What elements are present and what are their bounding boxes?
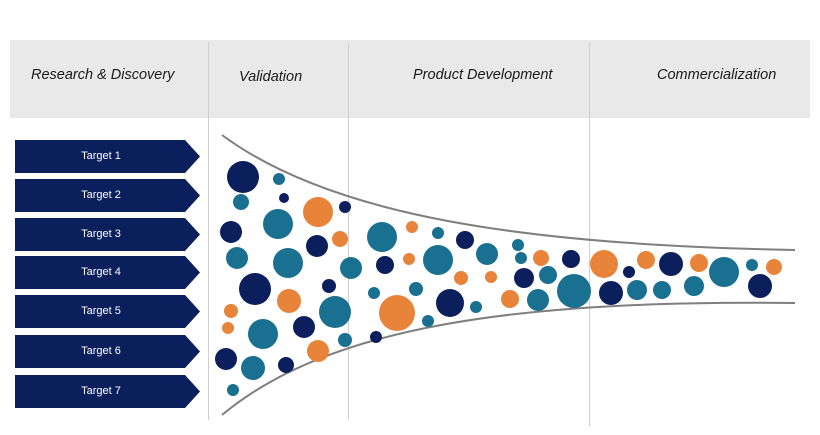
candidate-bubble-orange bbox=[303, 197, 333, 227]
candidate-bubble-teal bbox=[432, 227, 444, 239]
arrow-shape bbox=[15, 335, 200, 368]
candidate-bubble-navy bbox=[239, 273, 271, 305]
phase-header-bar bbox=[10, 40, 810, 118]
target-label: Target 5 bbox=[81, 305, 121, 317]
phase-product-development: Product Development bbox=[413, 67, 553, 83]
candidate-bubble-teal bbox=[653, 281, 671, 299]
phase-commercialization: Commercialization bbox=[657, 67, 777, 83]
phase-divider bbox=[208, 42, 209, 420]
funnel-top-curve bbox=[221, 134, 796, 251]
candidate-bubble-teal bbox=[226, 247, 248, 269]
candidate-bubble-teal bbox=[527, 289, 549, 311]
arrow-shape bbox=[15, 375, 200, 408]
candidate-bubble-navy bbox=[514, 268, 534, 288]
phase-research-discovery: Research & Discovery bbox=[31, 67, 175, 83]
candidate-bubble-navy bbox=[339, 201, 351, 213]
candidate-bubble-orange bbox=[454, 271, 468, 285]
candidate-bubble-orange bbox=[406, 221, 418, 233]
candidate-bubble-teal bbox=[233, 194, 249, 210]
candidate-bubble-orange bbox=[379, 295, 415, 331]
candidate-bubble-teal bbox=[684, 276, 704, 296]
candidate-bubble-orange bbox=[590, 250, 618, 278]
target-arrow-4: Target 4 bbox=[15, 256, 200, 289]
candidate-bubble-orange bbox=[690, 254, 708, 272]
candidate-bubble-teal bbox=[709, 257, 739, 287]
target-label: Target 3 bbox=[81, 228, 121, 240]
candidate-bubble-navy bbox=[220, 221, 242, 243]
target-arrow-2: Target 2 bbox=[15, 179, 200, 212]
target-arrow-5: Target 5 bbox=[15, 295, 200, 328]
candidate-bubble-teal bbox=[248, 319, 278, 349]
candidate-bubble-navy bbox=[562, 250, 580, 268]
candidate-bubble-orange bbox=[637, 251, 655, 269]
candidate-bubble-teal bbox=[340, 257, 362, 279]
candidate-bubble-orange bbox=[224, 304, 238, 318]
candidate-bubble-teal bbox=[627, 280, 647, 300]
candidate-bubble-orange bbox=[277, 289, 301, 313]
phase-validation: Validation bbox=[239, 69, 303, 85]
target-label: Target 6 bbox=[81, 345, 121, 357]
arrow-shape bbox=[15, 179, 200, 212]
candidate-bubble-teal bbox=[367, 222, 397, 252]
candidate-bubble-navy bbox=[293, 316, 315, 338]
candidate-bubble-orange bbox=[403, 253, 415, 265]
candidate-bubble-navy bbox=[278, 357, 294, 373]
candidate-bubbles bbox=[215, 161, 782, 396]
candidate-bubble-teal bbox=[368, 287, 380, 299]
candidate-bubble-teal bbox=[746, 259, 758, 271]
candidate-bubble-navy bbox=[279, 193, 289, 203]
candidate-bubble-orange bbox=[501, 290, 519, 308]
candidate-bubble-teal bbox=[539, 266, 557, 284]
candidate-bubble-teal bbox=[273, 173, 285, 185]
candidate-bubble-teal bbox=[470, 301, 482, 313]
target-arrow-3: Target 3 bbox=[15, 218, 200, 251]
candidate-bubble-orange bbox=[485, 271, 497, 283]
candidate-bubble-teal bbox=[557, 274, 591, 308]
target-arrow-6: Target 6 bbox=[15, 335, 200, 368]
candidate-bubble-navy bbox=[599, 281, 623, 305]
candidate-bubble-navy bbox=[376, 256, 394, 274]
candidate-bubble-teal bbox=[515, 252, 527, 264]
candidate-bubble-navy bbox=[322, 279, 336, 293]
candidate-bubble-navy bbox=[306, 235, 328, 257]
candidate-bubble-teal bbox=[422, 315, 434, 327]
candidate-bubble-orange bbox=[766, 259, 782, 275]
arrow-shape bbox=[15, 140, 200, 173]
candidate-bubble-teal bbox=[423, 245, 453, 275]
candidate-bubble-orange bbox=[222, 322, 234, 334]
candidate-bubble-teal bbox=[273, 248, 303, 278]
candidate-bubble-orange bbox=[307, 340, 329, 362]
target-label: Target 7 bbox=[81, 385, 121, 397]
candidate-bubble-orange bbox=[533, 250, 549, 266]
candidate-bubble-navy bbox=[215, 348, 237, 370]
arrow-shape bbox=[15, 256, 200, 289]
candidate-bubble-orange bbox=[332, 231, 348, 247]
candidate-bubble-teal bbox=[227, 384, 239, 396]
candidate-bubble-navy bbox=[623, 266, 635, 278]
arrow-shape bbox=[15, 218, 200, 251]
candidate-bubble-teal bbox=[512, 239, 524, 251]
candidate-bubble-navy bbox=[370, 331, 382, 343]
target-label: Target 1 bbox=[81, 150, 121, 162]
target-label: Target 4 bbox=[81, 266, 121, 278]
candidate-bubble-teal bbox=[409, 282, 423, 296]
candidate-bubble-teal bbox=[241, 356, 265, 380]
target-arrow-1: Target 1 bbox=[15, 140, 200, 173]
arrow-shape bbox=[15, 295, 200, 328]
candidate-bubble-teal bbox=[263, 209, 293, 239]
candidate-bubble-teal bbox=[319, 296, 351, 328]
candidate-bubble-teal bbox=[338, 333, 352, 347]
candidate-bubble-navy bbox=[436, 289, 464, 317]
candidate-bubble-teal bbox=[476, 243, 498, 265]
candidate-bubble-navy bbox=[227, 161, 259, 193]
funnel-bottom-curve bbox=[221, 301, 796, 416]
candidate-bubble-navy bbox=[748, 274, 772, 298]
phase-divider bbox=[589, 42, 590, 426]
target-label: Target 2 bbox=[81, 189, 121, 201]
phase-divider bbox=[348, 42, 349, 420]
candidate-bubble-navy bbox=[659, 252, 683, 276]
target-arrow-7: Target 7 bbox=[15, 375, 200, 408]
candidate-bubble-navy bbox=[456, 231, 474, 249]
